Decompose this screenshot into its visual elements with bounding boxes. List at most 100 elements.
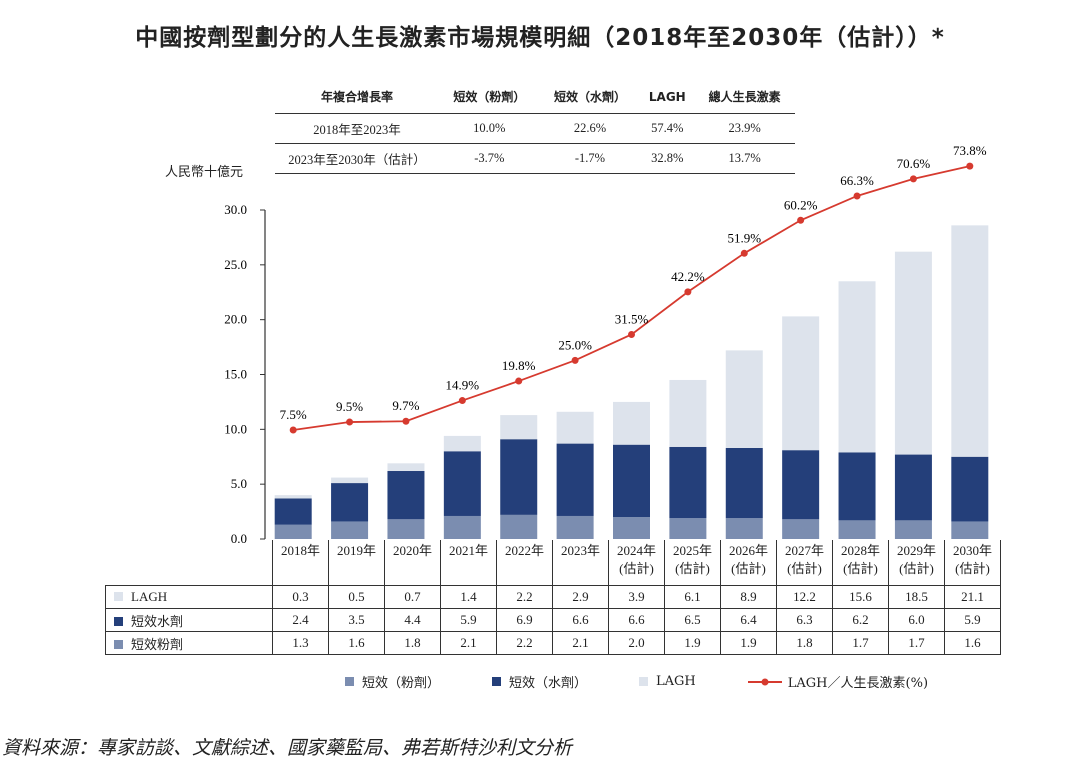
- bar-segment: [782, 519, 820, 539]
- cagr-row: 2023年至2030年（估計） -3.7% -1.7% 32.8% 13.7%: [275, 143, 795, 174]
- y-tick-label: 30.0: [224, 202, 247, 217]
- line-data-label: 73.8%: [953, 143, 987, 158]
- bar-segment: [331, 483, 369, 522]
- legend-item: 短效（粉劑）: [345, 672, 440, 691]
- series-row: 短效粉劑 1.3 1.6 1.8 2.1 2.2 2.1 2.0 1.9 1.9 1.8 1.7 1.7…: [105, 631, 1001, 655]
- bar-segment: [894, 520, 932, 539]
- category-label-line: 2022年: [504, 543, 544, 558]
- y-tick-label: 15.0: [224, 367, 247, 382]
- line-data-label: 60.2%: [784, 197, 818, 212]
- series-name: 短效粉劑: [131, 636, 184, 652]
- line-data-label: 7.5%: [280, 407, 307, 422]
- bar-segment: [782, 450, 820, 520]
- series-name: LAGH: [131, 589, 168, 604]
- bar-segment: [951, 521, 989, 539]
- category-label: 2025年 (估計): [664, 540, 721, 586]
- series-swatch: [114, 616, 123, 626]
- series-label: 短效粉劑: [105, 631, 273, 655]
- data-cell: 15.6: [832, 585, 889, 609]
- series-swatch: [114, 639, 123, 649]
- category-label-line: 2024年: [616, 543, 656, 558]
- cagr-cell: -1.7%: [539, 143, 641, 174]
- legend-item: 短效（水劑）: [492, 672, 587, 691]
- data-cell: 6.0: [888, 608, 945, 632]
- category-label: 2027年 (估計): [776, 540, 833, 586]
- line-data-label: 51.9%: [727, 230, 761, 245]
- bar-segment: [387, 471, 425, 520]
- data-cell: 2.2: [496, 585, 553, 609]
- chart-title: 中國按劑型劃分的人生長激素市場規模明細（2018年至2030年（估計））*: [135, 25, 945, 51]
- category-label-line: (估計): [731, 561, 766, 576]
- bar-segment: [613, 444, 650, 518]
- data-cell: 6.4: [720, 608, 777, 632]
- data-cell: 6.6: [552, 608, 609, 632]
- cagr-cell: 2023年至2030年（估計）: [275, 143, 439, 174]
- bar-segment: [894, 251, 932, 455]
- cagr-cell: 13.7%: [694, 143, 795, 174]
- line-data-label: 14.9%: [446, 378, 480, 393]
- data-cell: 2.2: [496, 631, 553, 655]
- bar-segment: [951, 456, 989, 522]
- cagr-cell: 32.8%: [640, 143, 695, 174]
- data-cell: 1.7: [888, 631, 945, 655]
- data-cell: 1.9: [720, 631, 777, 655]
- category-label-line: 2029年: [896, 543, 936, 558]
- legend-label: 短效（粉劑）: [362, 676, 441, 691]
- legend-label: LAGH／人生長激素(%): [787, 676, 929, 691]
- cagr-cell: -3.7%: [439, 143, 540, 174]
- bar-segment: [274, 524, 312, 539]
- data-cell: 3.5: [328, 608, 385, 632]
- bar-segment: [443, 451, 481, 516]
- category-label: 2024年 (估計): [608, 540, 665, 586]
- y-tick-label: 20.0: [224, 312, 247, 327]
- cagr-row: 2018年至2023年 10.0% 22.6% 57.4% 23.9%: [275, 113, 795, 144]
- bar-segment: [556, 443, 594, 516]
- category-label: 2028年 (估計): [832, 540, 889, 586]
- data-cell: 6.3: [776, 608, 833, 632]
- bar-segment: [443, 515, 481, 539]
- bar-segment: [443, 435, 481, 452]
- series-swatch: [114, 592, 123, 601]
- line-data-label: 70.6%: [897, 156, 931, 171]
- line-data-label: 25.0%: [558, 337, 592, 352]
- line-data-label: 66.3%: [840, 173, 874, 188]
- data-cell: 1.3: [272, 631, 329, 655]
- bar-segment: [387, 519, 425, 539]
- chart-plot: 0.05.010.015.020.025.030.07.5%9.5% 9.7%14…: [224, 143, 989, 546]
- category-label: 2030年 (估計): [944, 540, 1001, 586]
- cagr-cell: 22.6%: [539, 113, 641, 144]
- cagr-header: 年複合增長率: [320, 90, 393, 104]
- data-cell: 6.9: [496, 608, 553, 632]
- category-label: 2018年: [272, 540, 329, 586]
- category-label-line: (估計): [899, 561, 934, 576]
- cagr-header: LAGH: [648, 89, 686, 104]
- data-cell: 5.9: [440, 608, 497, 632]
- series-row: LAGH 0.3 0.5 0.7 1.4 2.2 2.9 3.9 6.1 8.9 12.2 15.6 1…: [105, 585, 1001, 609]
- data-cell: 1.4: [440, 585, 497, 609]
- data-cell: 3.9: [608, 585, 665, 609]
- data-cell: 6.1: [664, 585, 721, 609]
- bar-segment: [331, 521, 369, 539]
- line-point: [458, 397, 466, 405]
- data-cell: 1.8: [776, 631, 833, 655]
- bar-segment: [838, 452, 876, 521]
- data-cell: 21.1: [944, 585, 1001, 609]
- bar-segment: [387, 463, 425, 472]
- bar-segment: [613, 401, 650, 445]
- bar-segment: [613, 517, 650, 539]
- data-cell: 6.5: [664, 608, 721, 632]
- category-label-line: 2023年: [560, 543, 600, 558]
- line-data-label: 9.5%: [336, 399, 363, 414]
- category-label: 2023年: [552, 540, 609, 586]
- data-cell: 0.3: [272, 585, 329, 609]
- cagr-cell: 57.4%: [640, 113, 695, 144]
- cagr-header: 總人生長激素: [708, 90, 781, 104]
- y-axis-label: 人民幣十億元: [165, 165, 244, 180]
- cagr-table: 年複合增長率 短效（粉劑） 短效（水劑） LAGH 總人生長激素 2018年至2…: [275, 84, 795, 174]
- data-cell: 12.2: [776, 585, 833, 609]
- legend-label: LAGH: [656, 674, 696, 689]
- data-cell: 18.5: [888, 585, 945, 609]
- line-data-label: 9.7%: [392, 398, 419, 413]
- cagr-cell: 2018年至2023年: [275, 113, 439, 144]
- line-point: [966, 162, 974, 170]
